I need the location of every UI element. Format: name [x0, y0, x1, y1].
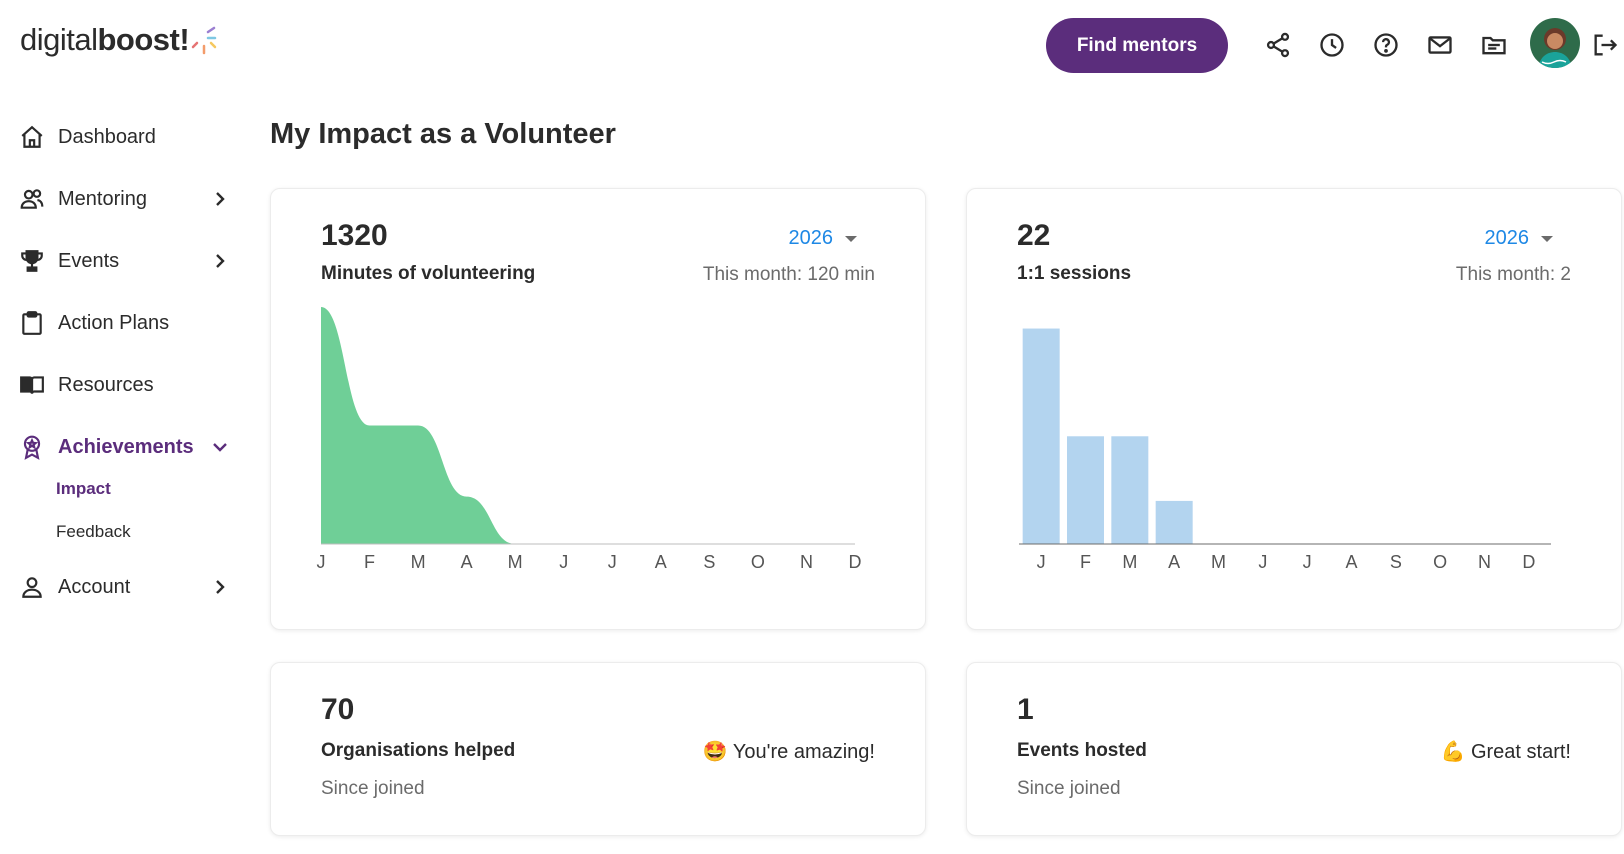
- bar: [1067, 436, 1104, 544]
- sessions-this-month: This month: 2: [1455, 264, 1571, 285]
- sidebar-item-label: Mentoring: [58, 187, 147, 210]
- sessions-label: 1:1 sessions: [1017, 263, 1132, 284]
- events-value: 1: [1017, 693, 1034, 726]
- sidebar-item-label: Account: [58, 575, 131, 598]
- trophy-icon: [18, 247, 46, 275]
- sidebar-item-label: Action Plans: [58, 311, 170, 334]
- x-tick-label: J: [317, 552, 326, 572]
- x-tick-label: F: [364, 552, 375, 572]
- sidebar-subitem-feedback[interactable]: Feedback: [56, 522, 131, 541]
- organisations-since: Since joined: [321, 778, 425, 799]
- sidebar-item-dashboard[interactable]: Dashboard: [18, 117, 240, 157]
- sidebar-item-achievements[interactable]: Achievements: [18, 427, 240, 467]
- x-tick-label: A: [1345, 552, 1357, 572]
- sidebar-item-label: Dashboard: [58, 125, 156, 148]
- x-tick-label: D: [849, 552, 862, 572]
- logout-icon[interactable]: [1590, 30, 1620, 60]
- bar: [1022, 328, 1060, 544]
- sidebar-item-events[interactable]: Events: [18, 241, 240, 281]
- sidebar-item-label: Achievements: [58, 435, 194, 458]
- x-tick-label: A: [1168, 552, 1180, 572]
- sidebar-item-mentoring[interactable]: Mentoring: [18, 179, 240, 219]
- organisations-card: 70 Organisations helped Since joined 🤩 Y…: [270, 662, 926, 836]
- organisations-label: Organisations helped: [321, 740, 516, 761]
- chevron-right-icon: [210, 577, 230, 597]
- caret-down-icon: [845, 235, 857, 242]
- sessions-value: 22: [1017, 219, 1051, 252]
- logo[interactable]: digitalboost!: [20, 20, 217, 68]
- minutes-value: 1320: [321, 219, 388, 252]
- x-tick-label: F: [1080, 552, 1091, 572]
- logo-mark: !: [179, 22, 190, 57]
- minutes-card: 1320 Minutes of volunteering 2026 This m…: [270, 188, 926, 630]
- x-tick-label: D: [1522, 552, 1535, 572]
- x-tick-label: M: [1211, 552, 1226, 572]
- x-tick-label: A: [461, 552, 473, 572]
- events-cheer: 💪 Great start!: [1440, 741, 1572, 763]
- caret-down-icon: [1541, 235, 1553, 242]
- x-tick-label: J: [1037, 552, 1046, 572]
- year-select-value: 2026: [788, 227, 834, 249]
- help-icon[interactable]: [1371, 30, 1401, 60]
- chevron-right-icon: [210, 189, 230, 209]
- history-icon[interactable]: [1317, 30, 1347, 60]
- people-icon: [18, 185, 46, 213]
- mail-icon[interactable]: [1425, 30, 1455, 60]
- events-label: Events hosted: [1017, 740, 1147, 761]
- x-tick-label: A: [655, 552, 667, 572]
- x-tick-label: S: [1390, 552, 1402, 572]
- minutes-this-month: This month: 120 min: [702, 264, 875, 285]
- x-tick-label: J: [559, 552, 568, 572]
- x-tick-label: S: [703, 552, 715, 572]
- sessions-year-select[interactable]: 2026: [1484, 227, 1553, 250]
- sidebar-item-label: Events: [58, 249, 120, 272]
- organisations-cheer: 🤩 You're amazing!: [702, 741, 875, 763]
- sidebar-item-account[interactable]: Account: [18, 567, 240, 607]
- chevron-right-icon: [210, 251, 230, 271]
- minutes-year-select[interactable]: 2026: [788, 227, 857, 250]
- x-tick-label: O: [1433, 552, 1447, 572]
- find-mentors-button[interactable]: Find mentors: [1046, 18, 1228, 73]
- avatar[interactable]: [1530, 18, 1580, 68]
- user-icon: [18, 573, 46, 601]
- logo-burst-icon: [191, 20, 217, 60]
- x-tick-label: J: [1258, 552, 1267, 572]
- book-icon: [18, 371, 46, 399]
- sidebar-item-action-plans[interactable]: Action Plans: [18, 303, 240, 343]
- x-tick-label: M: [411, 552, 426, 572]
- share-icon[interactable]: [1263, 30, 1293, 60]
- sidebar-item-label: Resources: [58, 373, 154, 396]
- home-icon: [18, 123, 46, 151]
- x-tick-label: J: [1303, 552, 1312, 572]
- logo-text-boost: boost: [97, 22, 180, 57]
- sessions-card: 22 1:1 sessions 2026 This month: 2 J F M A M…: [966, 188, 1622, 630]
- x-tick-label: O: [751, 552, 765, 572]
- logo-text-digital: digital: [20, 22, 98, 57]
- events-since: Since joined: [1017, 778, 1121, 799]
- bar: [1111, 436, 1149, 544]
- minutes-area-series: [321, 307, 855, 544]
- x-tick-label: M: [1122, 552, 1137, 572]
- x-tick-label: N: [1478, 552, 1491, 572]
- clipboard-icon: [18, 309, 46, 337]
- minutes-label: Minutes of volunteering: [321, 263, 536, 284]
- documents-icon[interactable]: [1479, 30, 1509, 60]
- x-tick-label: J: [608, 552, 617, 572]
- sidebar-subitem-impact[interactable]: Impact: [56, 479, 111, 498]
- chevron-down-icon: [210, 437, 230, 457]
- bar: [1155, 500, 1193, 544]
- page-title: My Impact as a Volunteer: [270, 118, 616, 150]
- year-select-value: 2026: [1484, 227, 1530, 249]
- sidebar-item-resources[interactable]: Resources: [18, 365, 240, 405]
- logo-wordmark: digitalboost!: [20, 20, 190, 60]
- badge-icon: [18, 433, 46, 461]
- events-card: 1 Events hosted Since joined 💪 Great sta…: [966, 662, 1622, 836]
- x-tick-label: M: [508, 552, 523, 572]
- x-tick-label: N: [800, 552, 813, 572]
- organisations-value: 70: [321, 693, 355, 726]
